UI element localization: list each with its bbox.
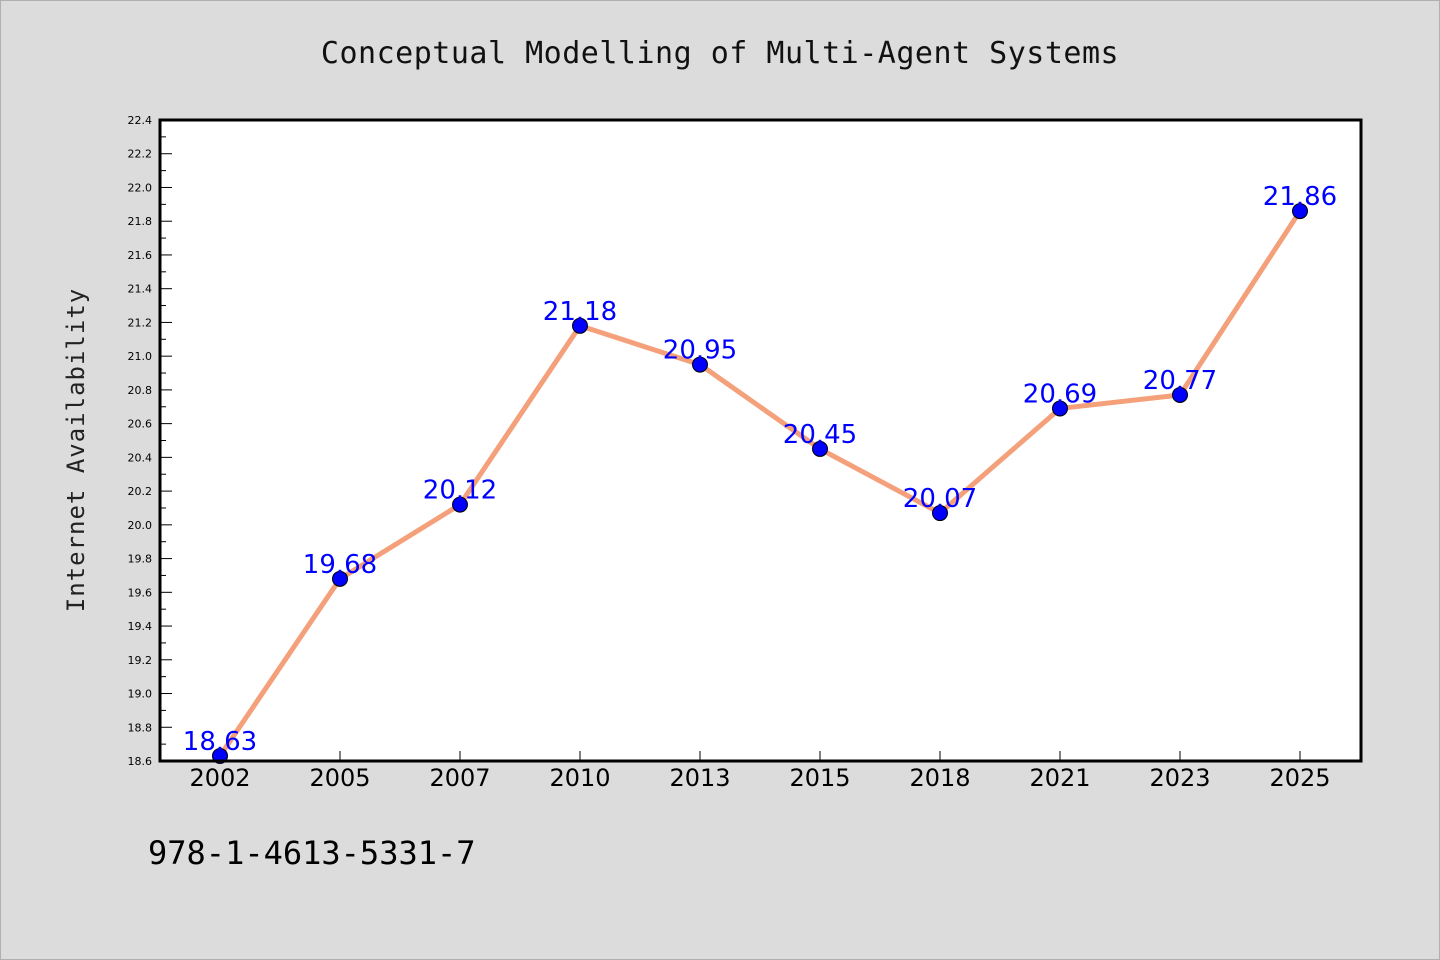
- y-tick-label: 20.2: [128, 485, 153, 498]
- data-label: 20.95: [663, 336, 737, 366]
- x-tick-label: 2025: [1269, 764, 1330, 792]
- data-label: 20.12: [423, 476, 497, 506]
- data-label: 21.86: [1263, 182, 1337, 212]
- y-tick-label: 21.0: [128, 350, 153, 363]
- y-tick-label: 19.0: [128, 688, 153, 701]
- y-tick-label: 19.8: [128, 553, 153, 566]
- y-tick-label: 21.2: [128, 316, 153, 329]
- x-tick-label: 2007: [429, 764, 490, 792]
- data-point: [572, 317, 588, 334]
- plot-frame: [158, 118, 1363, 763]
- y-tick-label: 18.8: [128, 721, 153, 734]
- y-tick-label: 21.6: [128, 249, 153, 262]
- plot-area: [160, 120, 1361, 761]
- data-label: 20.45: [783, 420, 857, 450]
- data-point: [452, 496, 468, 513]
- y-tick-label: 21.8: [128, 215, 153, 228]
- data-point: [812, 440, 828, 457]
- y-tick-label: 20.0: [128, 519, 153, 532]
- data-point: [1052, 400, 1068, 417]
- x-tick-label: 2023: [1149, 764, 1210, 792]
- y-tick-label: 22.4: [128, 114, 153, 127]
- series-group: 18.63 19.68 20.12 21.18 20.95 20.45 20.07 20.69…: [183, 182, 1337, 764]
- data-label: 18.63: [183, 727, 257, 757]
- data-label: 20.69: [1023, 379, 1097, 409]
- x-tick-label: 2018: [909, 764, 970, 792]
- data-point: [692, 356, 708, 373]
- y-tick-label: 22.0: [128, 181, 153, 194]
- data-point: [932, 505, 948, 522]
- y-tick-label: 18.6: [128, 755, 153, 768]
- x-tick-label: 2010: [549, 764, 610, 792]
- x-tick-label: 2013: [669, 764, 730, 792]
- x-tick-label: 2005: [309, 764, 370, 792]
- data-label: 20.07: [903, 484, 977, 514]
- y-tick-label: 20.6: [128, 418, 153, 431]
- series-line: [217, 208, 1303, 759]
- data-point: [332, 570, 348, 587]
- x-tick-label: 2015: [789, 764, 850, 792]
- y-tick-label: 21.4: [128, 283, 153, 296]
- isbn-text: 978-1-4613-5331-7: [148, 834, 476, 872]
- data-label: 20.77: [1143, 366, 1217, 396]
- y-axis-ticks: 18.6 18.8 19.0 19.2 19.4 19.6 19.8 20.0 20.2 20.4…: [128, 114, 172, 768]
- x-tick-label: 2002: [189, 764, 250, 792]
- data-point: [1292, 203, 1308, 220]
- y-tick-label: 19.4: [128, 620, 153, 633]
- x-tick-label: 2021: [1029, 764, 1090, 792]
- y-tick-label: 20.8: [128, 384, 153, 397]
- y-tick-label: 22.2: [128, 148, 153, 161]
- chart-title: Conceptual Modelling of Multi-Agent Syst…: [321, 36, 1119, 71]
- x-axis-ticks: 2002 2005 2007 2010 2013 2015 2018 2021 2023 2025: [189, 751, 1331, 792]
- data-label: 19.68: [303, 550, 377, 580]
- y-axis-label: Internet Availability: [62, 288, 90, 612]
- data-label: 21.18: [543, 297, 617, 327]
- y-tick-label: 19.2: [128, 654, 153, 667]
- y-tick-label: 19.6: [128, 586, 153, 599]
- y-tick-label: 20.4: [128, 451, 153, 464]
- data-point: [1172, 386, 1188, 403]
